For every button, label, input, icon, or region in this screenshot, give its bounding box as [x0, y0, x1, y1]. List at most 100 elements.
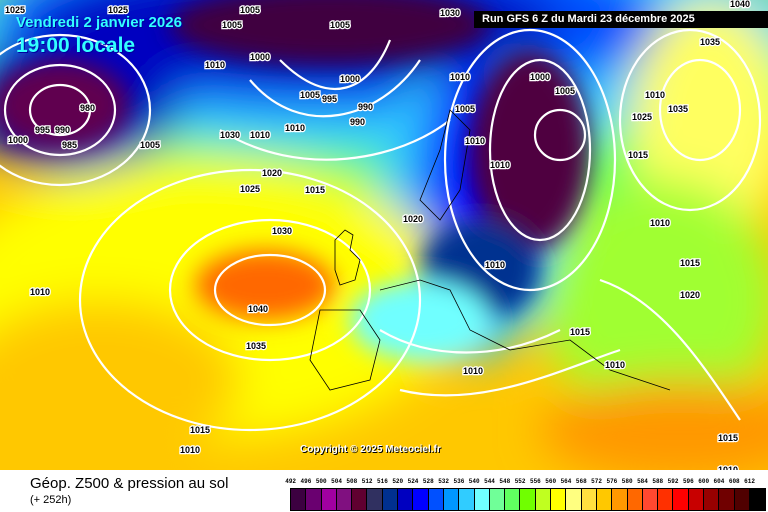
coastlines — [309, 109, 671, 391]
legend-swatch — [474, 489, 490, 510]
legend-swatch — [688, 489, 705, 510]
legend-swatch — [535, 489, 552, 510]
pressure-label: 1020 — [403, 214, 423, 224]
legend-swatch — [734, 489, 750, 510]
legend-label: 508 — [346, 478, 358, 485]
legend-swatch — [749, 489, 766, 510]
legend-label: 556 — [529, 478, 541, 485]
legend-swatch — [704, 489, 720, 510]
legend-label: 572 — [591, 478, 602, 485]
pressure-label: 1010 — [205, 60, 225, 70]
legend-label: 540 — [468, 478, 480, 485]
legend-swatch — [428, 489, 444, 510]
forecast-time: 19:00 locale — [16, 34, 136, 57]
pressure-label: 1010 — [490, 160, 510, 170]
legend-label: 552 — [514, 478, 526, 485]
legend-swatch — [719, 489, 735, 510]
run-info: Run GFS 6 Z du Mardi 23 décembre 2025 — [474, 11, 768, 28]
pressure-label: 1025 — [632, 112, 652, 122]
pressure-label: 1030 — [440, 8, 460, 18]
legend-swatch — [352, 489, 368, 510]
legend-label: 512 — [361, 478, 373, 485]
legend-label: 532 — [438, 478, 450, 485]
pressure-label: 1000 — [340, 74, 360, 84]
legend-label: 496 — [300, 478, 312, 485]
legend-label: 500 — [315, 478, 327, 485]
pressure-label: 1015 — [680, 258, 700, 268]
legend-label: 544 — [484, 478, 495, 485]
legend-label: 588 — [652, 478, 664, 485]
legend-swatch — [321, 489, 337, 510]
pressure-label: 1010 — [30, 287, 50, 297]
legend-label: 536 — [453, 478, 465, 485]
pressure-label: 1010 — [463, 366, 483, 376]
legend-swatch — [596, 489, 613, 510]
pressure-label: 990 — [358, 102, 373, 112]
legend-label: 564 — [560, 478, 572, 485]
legend-swatch — [489, 489, 506, 510]
pressure-label: 1010 — [250, 130, 270, 140]
legend-swatch — [658, 489, 674, 510]
legend-label: 528 — [422, 478, 434, 485]
legend-label: 592 — [667, 478, 679, 485]
pressure-label: 1000 — [530, 72, 550, 82]
forecast-date: Vendredi 2 janvier 2026 — [16, 14, 182, 31]
pressure-label: 995 — [322, 94, 337, 104]
pressure-label: 1025 — [240, 184, 260, 194]
legend-swatch — [413, 489, 429, 510]
pressure-label: 990 — [55, 125, 70, 135]
pressure-label: 1010 — [465, 136, 485, 146]
legend-swatch — [642, 489, 659, 510]
pressure-label: 1015 — [570, 327, 590, 337]
legend-swatch — [673, 489, 689, 510]
footer: Géop. Z500 & pression au sol (+ 252h) 49… — [0, 470, 768, 512]
legend-swatch — [566, 489, 582, 510]
legend-swatch — [306, 489, 322, 510]
pressure-label: 1040 — [248, 304, 268, 314]
pressure-map-svg: 1025 1025 1005 1005 1005 1030 1040 1010 1000 1005… — [0, 0, 768, 470]
pressure-label: 1010 — [285, 123, 305, 133]
pressure-label: 1025 — [108, 5, 128, 15]
pressure-label: 1005 — [240, 5, 260, 15]
pressure-label: 1000 — [250, 52, 270, 62]
legend-swatch — [627, 489, 643, 510]
pressure-label: 1030 — [220, 130, 240, 140]
legend-label: 580 — [621, 478, 633, 485]
weather-map: 1025 1025 1005 1005 1005 1030 1040 1010 1000 1005… — [0, 0, 768, 470]
legend-swatch — [459, 489, 475, 510]
legend-swatch — [336, 489, 353, 510]
legend-label: 504 — [331, 478, 342, 485]
legend-label: 492 — [285, 478, 297, 485]
pressure-label: 1040 — [730, 0, 750, 9]
legend-label: 600 — [698, 478, 710, 485]
pressure-label: 1035 — [700, 37, 720, 47]
copyright: Copyright © 2025 Meteociel.fr — [300, 444, 441, 455]
legend-swatch — [551, 489, 567, 510]
legend-swatch — [520, 489, 536, 510]
pressure-label: 1020 — [680, 290, 700, 300]
legend-label: 548 — [499, 478, 511, 485]
legend-label: 524 — [407, 478, 419, 485]
pressure-label: 1035 — [668, 104, 688, 114]
pressure-label: 1010 — [650, 218, 670, 228]
legend-swatch — [581, 489, 597, 510]
pressure-labels: 1025 1025 1005 1005 1005 1030 1040 1010 1000 1005… — [4, 0, 752, 470]
pressure-label: 1010 — [645, 90, 665, 100]
low-centres — [0, 0, 590, 360]
isobars — [0, 28, 762, 432]
color-legend: 492 496 500 504 508 512 516 520 524 528 532 536 540 5… — [283, 478, 767, 511]
legend-label: 576 — [606, 478, 618, 485]
pressure-label: 995 — [35, 125, 50, 135]
pressure-label: 1015 — [305, 185, 325, 195]
legend-swatch — [398, 489, 414, 510]
legend-label: 604 — [713, 478, 725, 485]
pressure-label: 1020 — [262, 168, 282, 178]
pressure-label: 1030 — [272, 226, 292, 236]
legend-label: 560 — [545, 478, 557, 485]
pressure-label: 1010 — [718, 465, 738, 470]
pressure-label: 1010 — [180, 445, 200, 455]
lead-time: (+ 252h) — [30, 494, 72, 506]
pressure-label: 1005 — [555, 86, 575, 96]
legend-label: 584 — [637, 478, 648, 485]
pressure-label: 980 — [80, 103, 95, 113]
